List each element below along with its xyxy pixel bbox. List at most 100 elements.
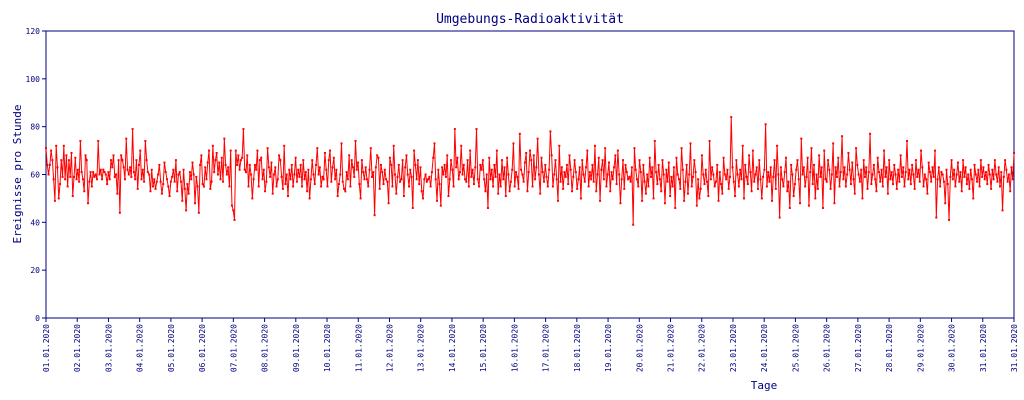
- data-point: [833, 202, 836, 205]
- data-point: [229, 149, 232, 152]
- data-point: [997, 166, 1000, 169]
- data-point: [475, 128, 478, 131]
- data-point: [257, 185, 260, 188]
- data-point: [819, 175, 822, 178]
- data-point: [713, 185, 716, 188]
- data-point: [341, 180, 344, 183]
- data-point: [981, 175, 984, 178]
- data-point: [420, 190, 423, 193]
- data-point: [648, 156, 651, 159]
- data-point: [311, 159, 314, 162]
- data-point: [851, 161, 854, 164]
- data-point: [392, 144, 395, 147]
- data-point: [925, 178, 928, 181]
- data-point: [816, 187, 819, 190]
- data-point: [681, 168, 684, 171]
- data-point: [287, 195, 289, 198]
- data-point: [67, 159, 70, 162]
- data-point: [963, 175, 966, 178]
- data-point: [624, 163, 627, 166]
- data-point: [464, 178, 467, 181]
- x-tick-label: 05.01.2020: [167, 324, 176, 372]
- data-point: [115, 173, 118, 176]
- data-point: [309, 178, 312, 181]
- data-point: [688, 173, 691, 176]
- data-point: [444, 175, 447, 178]
- data-point: [746, 183, 749, 186]
- data-point: [372, 171, 375, 174]
- x-tick-label: 10.01.2020: [323, 324, 332, 372]
- data-point: [371, 175, 374, 178]
- data-point: [337, 183, 340, 186]
- data-point: [90, 185, 93, 188]
- data-point: [269, 175, 272, 178]
- data-point: [204, 166, 207, 169]
- data-point: [675, 156, 678, 159]
- data-point: [357, 161, 360, 164]
- data-point: [967, 173, 970, 176]
- data-point: [698, 197, 701, 200]
- data-point: [874, 178, 877, 181]
- data-point: [678, 178, 681, 181]
- data-point: [69, 175, 72, 178]
- data-point: [499, 185, 502, 188]
- x-tick-label: 20.01.2020: [635, 324, 644, 372]
- data-point: [274, 166, 277, 169]
- data-point: [870, 183, 873, 186]
- data-point: [763, 168, 766, 171]
- data-point: [360, 159, 363, 162]
- data-point: [262, 168, 265, 171]
- x-tick-label: 07.01.2020: [229, 324, 238, 372]
- data-point: [871, 173, 874, 176]
- data-point: [419, 166, 422, 169]
- data-point: [469, 149, 472, 152]
- data-point: [937, 166, 940, 169]
- data-point: [166, 178, 168, 181]
- data-point: [169, 180, 172, 183]
- data-point: [818, 154, 821, 157]
- data-point: [810, 147, 813, 150]
- data-point: [177, 173, 180, 176]
- data-point: [918, 180, 921, 183]
- data-point: [755, 166, 758, 169]
- data-point: [703, 183, 706, 186]
- data-point: [155, 180, 158, 183]
- data-point: [704, 168, 707, 171]
- x-tick-label: 30.01.2020: [948, 324, 957, 372]
- data-point: [848, 168, 851, 171]
- data-point: [587, 185, 590, 188]
- data-point: [248, 163, 251, 166]
- data-point: [75, 178, 78, 181]
- data-point: [893, 163, 896, 166]
- data-point: [81, 178, 84, 181]
- data-point: [550, 154, 553, 157]
- data-point: [504, 195, 507, 198]
- data-point: [813, 163, 816, 166]
- data-point: [336, 195, 339, 198]
- data-point: [750, 190, 753, 193]
- data-point: [353, 175, 356, 178]
- data-point: [571, 190, 574, 193]
- data-point: [301, 185, 304, 188]
- data-point: [904, 171, 907, 174]
- data-point: [280, 175, 283, 178]
- data-point: [410, 175, 413, 178]
- data-point: [610, 171, 613, 174]
- x-tick-label: 14.01.2020: [448, 324, 457, 372]
- data-point: [800, 137, 803, 140]
- data-point: [771, 199, 773, 202]
- data-point: [47, 173, 50, 176]
- data-point: [529, 149, 531, 152]
- data-point: [946, 183, 949, 186]
- data-point: [206, 161, 209, 164]
- data-point: [527, 171, 530, 174]
- data-point: [406, 173, 409, 176]
- data-point: [318, 166, 321, 169]
- data-point: [455, 166, 458, 169]
- data-point: [927, 161, 930, 164]
- data-point: [643, 180, 646, 183]
- data-point: [565, 163, 568, 166]
- data-point: [881, 185, 884, 188]
- data-point: [758, 159, 761, 162]
- data-point: [209, 187, 212, 190]
